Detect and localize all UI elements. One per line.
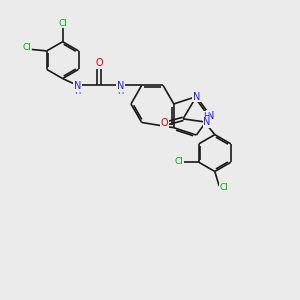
Text: N: N xyxy=(193,92,200,102)
Text: N: N xyxy=(117,81,124,91)
Text: N: N xyxy=(207,111,214,121)
Text: Cl: Cl xyxy=(220,183,229,192)
Text: Cl: Cl xyxy=(22,44,31,52)
Text: N: N xyxy=(203,117,211,128)
Text: H: H xyxy=(74,87,81,96)
Text: H: H xyxy=(117,87,124,96)
Text: Cl: Cl xyxy=(175,157,183,166)
Text: O: O xyxy=(160,118,168,128)
Text: H: H xyxy=(204,112,210,121)
Text: O: O xyxy=(95,58,103,68)
Text: N: N xyxy=(74,81,81,91)
Text: Cl: Cl xyxy=(58,19,67,28)
